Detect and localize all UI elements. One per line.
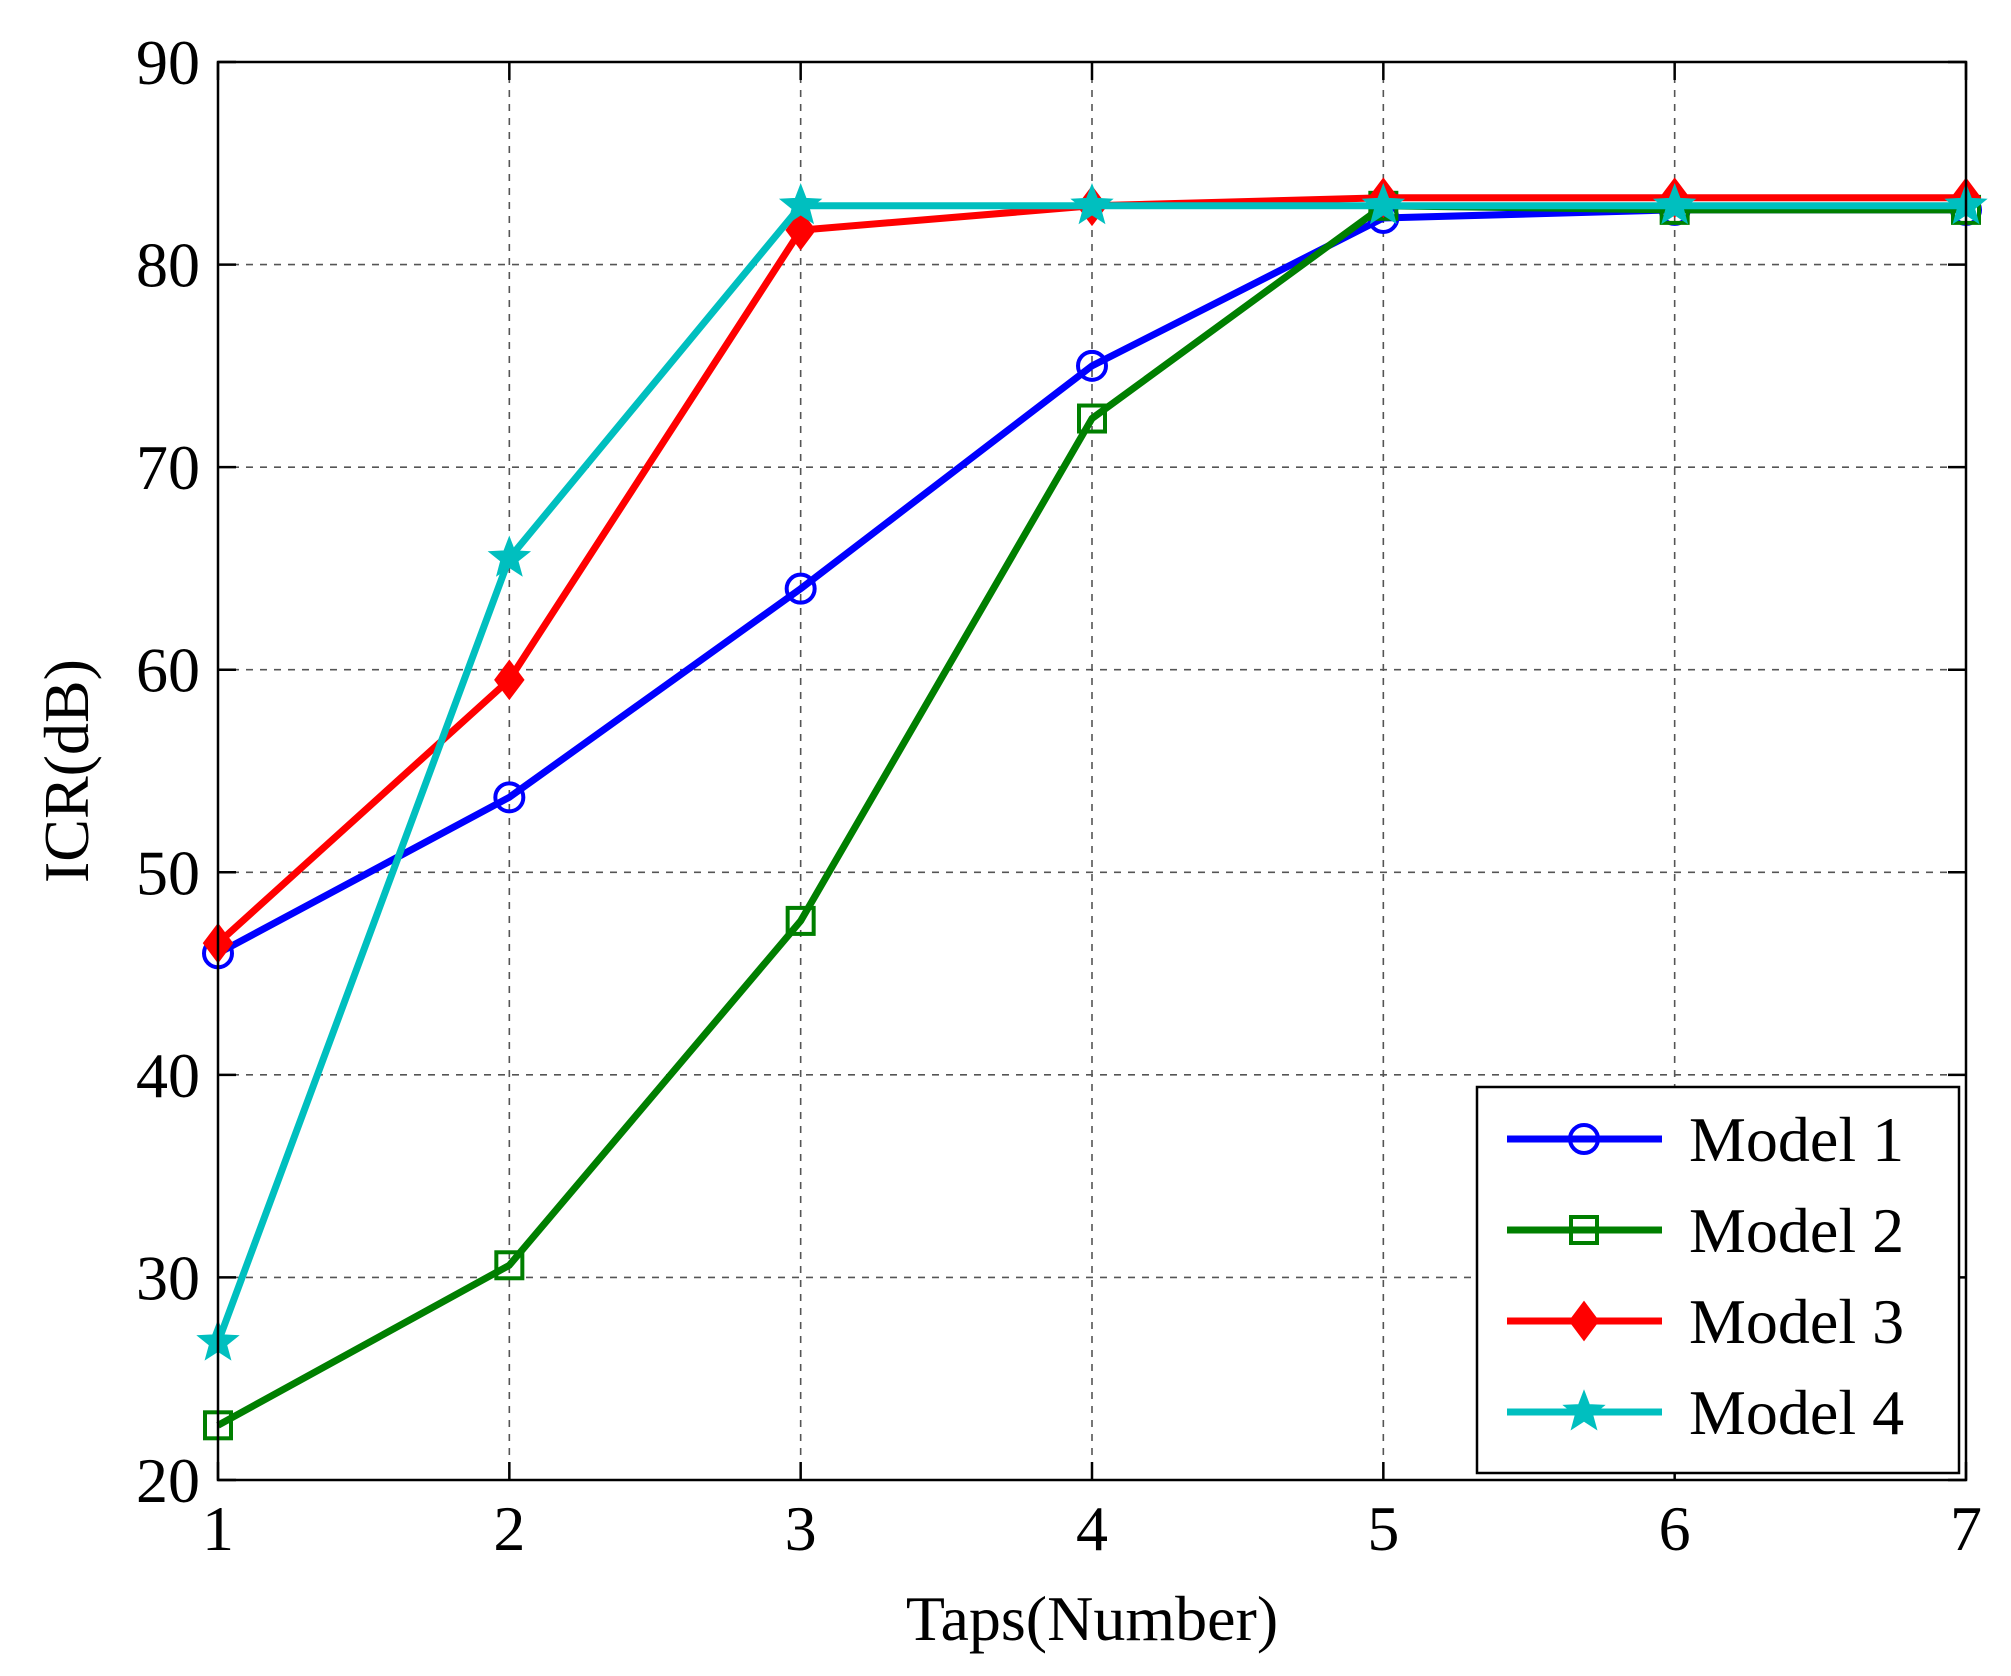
y-tick-label: 50 [136,837,200,908]
legend-marker [1562,1389,1606,1431]
data-point [1077,403,1107,434]
x-tick-label: 4 [1076,1493,1108,1564]
y-tick-label: 60 [136,635,200,706]
legend-item: Model 4 [1507,1377,1904,1448]
axes: 1 2 3 4 5 6 7 20 30 40 50 60 70 80 90 [136,27,1982,1564]
data-point [784,572,817,605]
data-point [1070,182,1114,225]
legend-item: Model 1 [1507,1104,1904,1175]
legend-marker [1568,1123,1600,1155]
x-tick-label: 1 [202,1493,234,1564]
y-tick-label: 30 [136,1242,200,1313]
x-tick-label: 6 [1659,1493,1691,1564]
legend-item: Model 2 [1507,1195,1904,1266]
x-tick-label: 3 [785,1493,817,1564]
data-point [487,535,532,577]
legend-marker [1569,1215,1599,1245]
data-point [785,905,816,936]
y-tick-label: 80 [136,230,200,301]
data-point [785,209,816,251]
data-point [494,1250,525,1281]
data-point [1361,182,1406,225]
y-tick-label: 20 [136,1445,200,1516]
y-tick-label: 40 [136,1040,200,1111]
x-tick-label: 7 [1950,1493,1982,1564]
y-tick-label: 70 [136,432,200,503]
legend: Model 1 Model 2 Model 3 Model 4 [1475,1085,1961,1475]
legend-label: Model 3 [1689,1286,1904,1357]
y-axis-label: ICR(dB) [31,659,102,883]
legend-label: Model 4 [1689,1377,1904,1448]
legend-item: Model 3 [1507,1286,1904,1357]
series-layer [196,177,1988,1441]
data-point [493,781,526,814]
x-tick-label: 2 [493,1493,525,1564]
legend-label: Model 1 [1689,1104,1904,1175]
y-tick-label: 90 [136,27,200,98]
legend-label: Model 2 [1689,1195,1904,1266]
x-axis-label: Taps(Number) [906,1583,1278,1654]
x-tick-label: 5 [1367,1493,1399,1564]
legend-marker [1568,1300,1600,1342]
data-point [1652,182,1697,225]
data-point [1076,349,1108,382]
data-point [494,659,525,701]
data-point [778,182,823,225]
